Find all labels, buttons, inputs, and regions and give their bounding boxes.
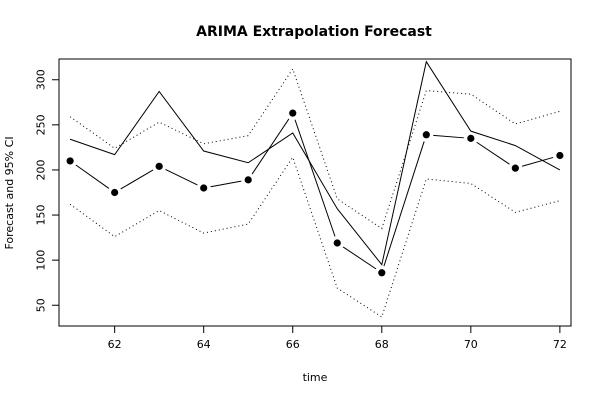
forecast-point bbox=[511, 164, 519, 172]
forecast-line-segment bbox=[342, 246, 377, 270]
actual-line bbox=[69, 60, 561, 266]
chart-title: ARIMA Extrapolation Forecast bbox=[196, 24, 432, 40]
plot-frame bbox=[58, 58, 572, 327]
x-tick-label: 66 bbox=[286, 338, 300, 351]
y-axis-label: Forecast and 95% CI bbox=[3, 136, 16, 249]
y-tick-label: 50 bbox=[35, 298, 48, 312]
x-tick-label: 72 bbox=[553, 338, 567, 351]
forecast-point bbox=[333, 239, 341, 247]
forecast-line-segment bbox=[433, 134, 464, 139]
forecast-line-segment bbox=[476, 141, 510, 165]
x-tick-label: 64 bbox=[197, 338, 211, 351]
plot-layer bbox=[66, 60, 564, 318]
forecast-line-segment bbox=[521, 156, 554, 167]
forecast-line-segment bbox=[120, 169, 154, 190]
forecast-line-segment bbox=[251, 118, 290, 175]
y-tick-label: 150 bbox=[35, 205, 48, 226]
forecast-line-segment bbox=[294, 119, 336, 237]
lower-95-ci-line bbox=[69, 156, 560, 318]
x-axis-label: time bbox=[303, 371, 328, 384]
axis-layer: 62 64 66 68 70 72 50 100 150 200 250 300 bbox=[35, 69, 567, 351]
forecast-point bbox=[378, 269, 386, 277]
y-tick-label: 300 bbox=[35, 69, 48, 90]
x-tick-label: 68 bbox=[375, 338, 389, 351]
forecast-point bbox=[244, 176, 252, 184]
forecast-point bbox=[200, 184, 208, 192]
forecast-line-segment bbox=[165, 168, 198, 186]
y-tick-label: 200 bbox=[35, 159, 48, 180]
forecast-point bbox=[66, 157, 74, 165]
forecast-point bbox=[111, 188, 119, 197]
x-tick-label: 70 bbox=[464, 338, 478, 351]
forecast-point bbox=[289, 109, 297, 117]
forecast-point bbox=[422, 131, 430, 139]
x-tick-label: 62 bbox=[108, 338, 122, 351]
y-tick-label: 100 bbox=[35, 250, 48, 271]
y-tick-label: 250 bbox=[35, 114, 48, 135]
forecast-point bbox=[556, 151, 564, 160]
forecast-point bbox=[155, 162, 163, 170]
forecast-line-segment bbox=[383, 141, 425, 267]
forecast-point bbox=[467, 134, 475, 142]
forecast-line-segment bbox=[75, 164, 110, 189]
forecast-line-segment bbox=[210, 180, 242, 188]
